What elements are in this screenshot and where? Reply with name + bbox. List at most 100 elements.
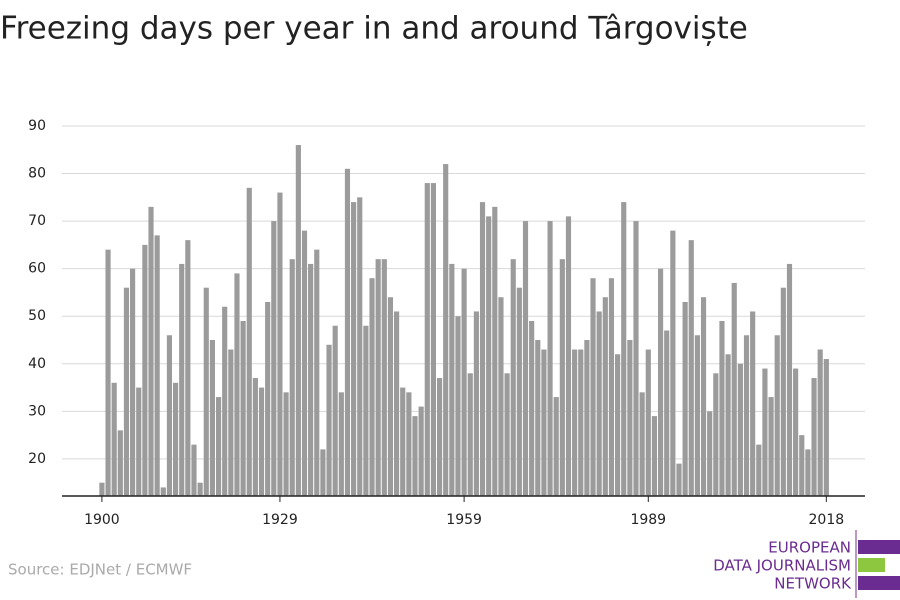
bar [400,387,406,496]
bar [412,416,418,496]
bar [203,287,209,496]
bar [479,202,486,497]
bar [375,259,381,496]
bar [805,449,811,496]
bar [615,354,621,496]
bar [786,263,793,496]
bar [387,297,394,496]
bar [467,373,473,496]
bar [424,183,430,497]
y-tick-label: 20 [28,451,46,467]
bar [657,268,664,496]
bar [780,287,786,496]
bar [185,240,191,496]
bar [461,268,467,496]
source: Source: EDJNet / ECMWF [8,561,192,579]
bar [455,316,461,496]
bar [541,349,547,496]
bar [823,359,829,496]
bar [283,392,289,496]
x-tick-label: 1929 [262,512,298,528]
bar [559,259,565,496]
bar [332,325,338,496]
bar [547,221,553,497]
y-tick-label: 90 [28,118,46,134]
logo-bar [858,540,900,554]
y-tick-label: 50 [28,308,46,324]
bar [363,325,369,496]
bar [406,392,412,496]
bar [639,392,645,496]
bar [381,259,387,496]
bar [449,263,455,496]
bar [289,259,295,496]
bar [700,297,707,496]
bar [301,230,308,496]
bar [117,430,123,496]
bar [105,249,111,496]
bar [344,168,351,496]
bar [240,320,246,496]
bar [357,197,363,496]
y-tick-label: 60 [28,261,46,277]
y-tick-label: 30 [28,403,46,419]
logo-bar [858,558,885,572]
bar [265,301,271,496]
y-tick-label: 80 [28,166,46,182]
bar [338,392,344,496]
y-tick-label: 40 [28,356,46,372]
bar [498,297,504,496]
bar [565,216,572,496]
bar [590,278,596,496]
bar [731,282,737,496]
bar [492,206,498,496]
bar [633,221,639,497]
bar [314,249,320,496]
bar [160,487,166,496]
bar [130,268,136,496]
bar [430,183,436,497]
bar [664,330,670,496]
bar [522,221,529,497]
bar [473,311,479,496]
bar [148,206,154,496]
bar [209,340,215,496]
logo-text: NETWORK [774,575,852,593]
bar [608,278,615,496]
bar [326,344,332,496]
bar [166,335,173,496]
bar [258,387,265,496]
bar [308,263,314,496]
bar [197,482,203,496]
bar [111,382,117,496]
bar [277,192,283,496]
bar [713,373,719,496]
bar [535,340,541,496]
bar [553,397,559,496]
bar [578,349,584,496]
bar [670,230,676,496]
bar [234,273,240,496]
bar [320,449,326,496]
bar [529,320,535,496]
bar [694,335,700,496]
bar [627,340,633,496]
bar [688,240,694,496]
bar [136,387,142,496]
chart-title: Freezing days per year in and around Târ… [0,11,748,47]
bar [154,235,160,496]
x-tick-label: 1900 [84,512,120,528]
x-tick-label: 1989 [630,512,666,528]
bar [295,145,301,496]
bar [572,349,578,496]
bar [228,349,234,496]
bar [436,378,443,496]
bar [737,363,743,496]
bar [252,378,258,496]
bar [222,306,228,496]
x-tick-label: 1959 [446,512,482,528]
bar [394,311,400,496]
bar [719,320,725,496]
bar [651,416,658,496]
